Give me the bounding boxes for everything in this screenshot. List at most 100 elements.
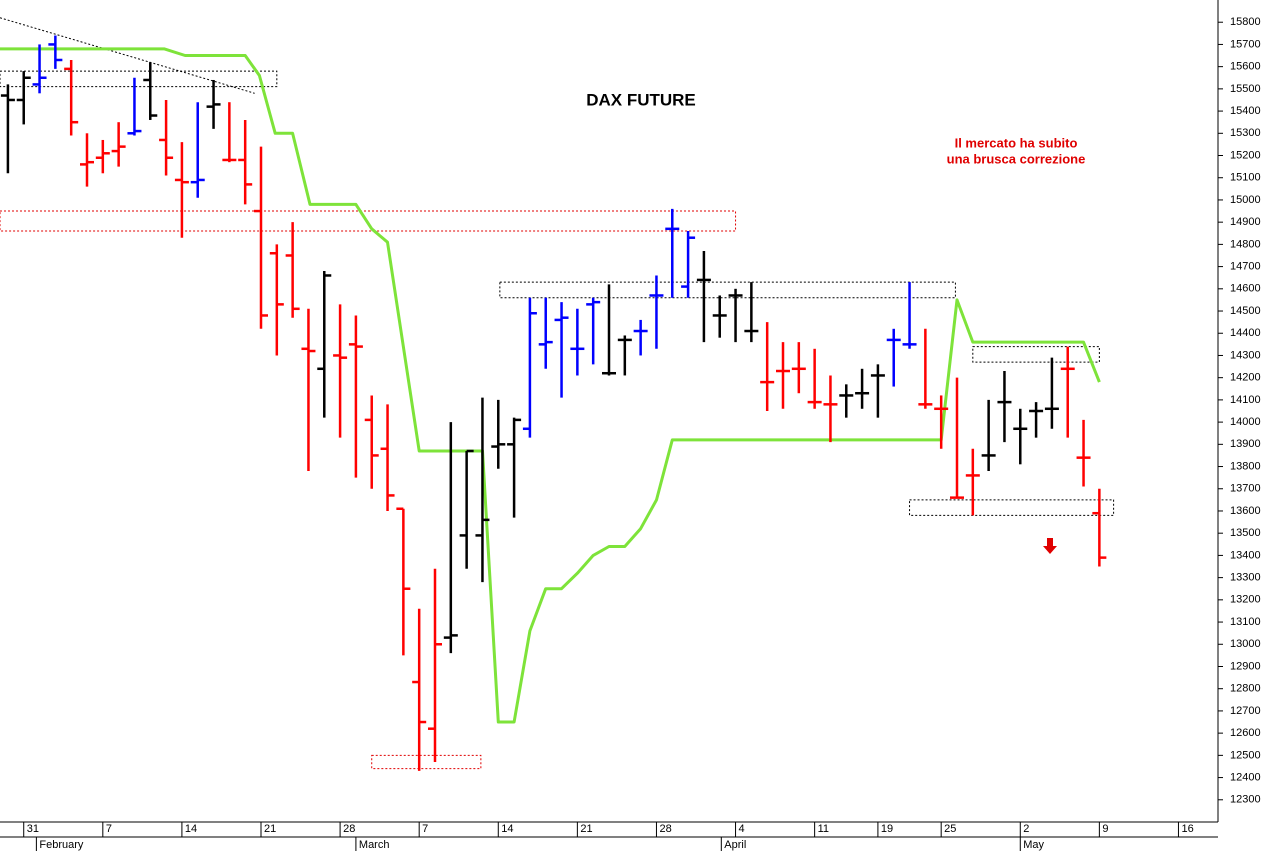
ohlc-bar: [855, 368, 870, 409]
ohlc-bar: [1076, 419, 1091, 487]
ohlc-bar: [127, 77, 142, 136]
ohlc-bar: [918, 328, 933, 409]
ohlc-bar: [269, 244, 284, 356]
y-tick-label: 12300: [1230, 794, 1261, 806]
ohlc-bar: [206, 79, 221, 129]
y-tick-label: 13900: [1230, 438, 1261, 450]
x-tick-label: 21: [580, 823, 592, 835]
y-tick-label: 15400: [1230, 105, 1261, 117]
ohlc-bar: [412, 608, 427, 771]
x-tick-label: 7: [106, 823, 112, 835]
ohlc-bar: [428, 568, 442, 763]
y-tick-label: 13700: [1230, 483, 1261, 495]
ohlc-bar: [760, 322, 775, 411]
ohlc-bar: [174, 142, 189, 238]
ohlc-bar: [364, 395, 379, 489]
y-tick-label: 13300: [1230, 572, 1261, 584]
bars: [0, 35, 1107, 771]
ohlc-bar: [159, 99, 174, 176]
x-tick-label: 28: [343, 823, 355, 835]
annotation: una brusca correzione: [947, 151, 1086, 166]
y-tick-label: 15600: [1230, 61, 1261, 73]
y-tick-label: 14800: [1230, 238, 1261, 250]
ohlc-bar: [602, 284, 616, 376]
ohlc-bar: [1013, 408, 1028, 465]
ohlc-bar: [791, 342, 806, 394]
ohlc-bar: [16, 71, 31, 125]
y-tick-label: 15000: [1230, 194, 1261, 206]
ohlc-bar: [1029, 402, 1044, 438]
y-tick-label: 14200: [1230, 372, 1261, 384]
ohlc-bar: [111, 122, 126, 167]
x-tick-label: 2: [1023, 823, 1029, 835]
x-tick-label: 9: [1102, 823, 1108, 835]
ohlc-bar: [238, 119, 253, 205]
y-tick-label: 12900: [1230, 660, 1261, 672]
y-tick-label: 15100: [1230, 172, 1261, 184]
ohlc-bar: [80, 133, 94, 187]
x-tick-label: 25: [944, 823, 956, 835]
y-tick-label: 14000: [1230, 416, 1261, 428]
ohlc-bar: [380, 404, 395, 511]
ohlc-bar: [823, 375, 838, 443]
zone: [0, 210, 737, 232]
month-label: February: [39, 839, 84, 851]
ohlc-bar: [870, 364, 885, 418]
y-tick-label: 13800: [1230, 460, 1261, 472]
zone: [371, 754, 482, 770]
ohlc-bar: [333, 304, 348, 438]
ohlc-bar: [981, 399, 996, 471]
ohlc-bar: [744, 282, 759, 343]
ohlc-bar: [48, 35, 63, 69]
ohlc-bar: [507, 417, 522, 518]
ohlc-bar: [475, 397, 490, 583]
ohlc-bar: [301, 308, 316, 471]
x-tick-label: 28: [659, 823, 671, 835]
ohlc-bar: [32, 44, 47, 94]
y-tick-label: 13600: [1230, 505, 1261, 517]
ohlc-bar: [538, 297, 553, 369]
month-label: May: [1023, 839, 1044, 851]
ohlc-bar: [570, 308, 585, 376]
ohlc-bar: [459, 449, 474, 569]
y-tick-label: 13400: [1230, 549, 1261, 561]
ohlc-bar: [586, 297, 601, 365]
x-tick-label: 14: [185, 823, 197, 835]
y-tick-label: 15800: [1230, 16, 1261, 28]
x-tick-label: 16: [1181, 823, 1193, 835]
ohlc-bar: [807, 348, 822, 409]
ohlc-bar: [649, 275, 664, 349]
ohlc-bar: [522, 297, 537, 438]
ohlc-bar: [190, 102, 205, 198]
ohlc-bar: [396, 507, 411, 656]
x-tick-label: 14: [501, 823, 513, 835]
ohlc-bar: [285, 222, 300, 318]
month-label: April: [724, 839, 746, 851]
down-arrow: [1043, 538, 1057, 554]
y-tick-label: 14500: [1230, 305, 1261, 317]
y-tick-label: 12400: [1230, 771, 1261, 783]
x-tick-label: 21: [264, 823, 276, 835]
x-tick-label: 31: [27, 823, 39, 835]
ohlc-bar: [222, 102, 237, 163]
lines: [0, 17, 1101, 724]
trendline: [0, 17, 255, 94]
ohlc-bar: [950, 377, 964, 499]
ohlc-bar: [254, 146, 268, 329]
ohlc-bar: [617, 335, 632, 376]
y-tick-label: 15300: [1230, 127, 1261, 139]
y-tick-label: 13500: [1230, 527, 1261, 539]
y-tick-label: 12500: [1230, 749, 1261, 761]
zone: [909, 499, 1115, 516]
ohlc-bar: [348, 315, 363, 478]
x-tick-label: 11: [818, 823, 829, 835]
zone: [0, 70, 278, 88]
y-tick-label: 14400: [1230, 327, 1261, 339]
ohlc-bar: [712, 295, 727, 338]
x-tick-label: 19: [881, 823, 893, 835]
chart-title: DAX FUTURE: [586, 90, 696, 109]
ohlc-bar: [886, 328, 901, 387]
ohlc-bar: [1092, 488, 1107, 567]
